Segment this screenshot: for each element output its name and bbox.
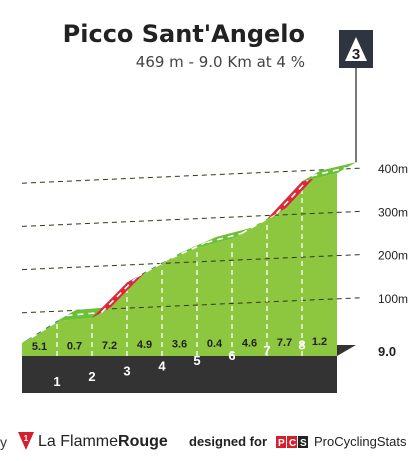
gradient-label: 7.2 [102, 340, 117, 352]
gradient-label: 3.6 [172, 339, 187, 351]
flamme-rouge-logo-icon: 1 [18, 432, 34, 450]
segment-centerline [136, 257, 172, 278]
segment-band-km-9 [302, 162, 356, 182]
km-label: 7 [263, 343, 270, 358]
end-distance-label: 9.0 [378, 344, 396, 359]
climb-stats: 469 m - 9.0 Km at 4 % [135, 53, 305, 71]
gradient-label: 1.2 [312, 336, 327, 348]
procyclingstats-brand: ProCyclingStats [314, 434, 407, 449]
flamme-rouge-brand: La FlammeRouge [38, 433, 168, 451]
gridline-300 [21, 210, 361, 227]
gradient-label: 0.7 [67, 340, 82, 352]
gradient-label: 4.6 [242, 337, 257, 349]
y-tick-label: 100m [378, 292, 408, 306]
gridline-200 [21, 254, 361, 271]
base-strip [22, 345, 356, 393]
svg-text:PCS: PCS [278, 438, 307, 448]
gradient-label: 5.1 [32, 341, 47, 353]
category-badge: 3 [339, 30, 373, 163]
km-label: 2 [88, 369, 95, 384]
segment-centerline [66, 311, 102, 317]
chart-labels: 100m 200m 300m 400m 5.1 0.7 7.2 4.9 3.6 0.4 4.6 7.7… [32, 162, 408, 389]
segment-band-km-6 [197, 227, 251, 248]
km-label: 3 [123, 364, 130, 379]
km-label: 6 [228, 348, 235, 363]
profile-top-band [22, 162, 356, 344]
gradient-label: 4.9 [137, 339, 152, 351]
svg-text:1: 1 [24, 434, 29, 443]
category-badge-label: 3 [352, 46, 360, 63]
y-tick-label: 200m [378, 249, 408, 263]
page-title: Picco Sant'Angelo [62, 20, 305, 48]
km-label: 5 [193, 353, 200, 368]
segment-centerline [311, 166, 347, 177]
y-tick-label: 400m [378, 162, 408, 176]
mountain-icon [345, 37, 367, 61]
segment-band-km-2 [57, 306, 111, 322]
km-dividers [56, 183, 303, 356]
profile-base [22, 345, 356, 393]
km-label: 8 [298, 338, 305, 353]
climb-profile-chart: 100m 200m 300m 400m 5.1 0.7 7.2 4.9 3.6 0.4 4.6 7.7… [21, 30, 408, 393]
gridline-400 [21, 167, 361, 184]
gradient-label: 7.7 [277, 337, 292, 349]
km-label: 4 [158, 358, 166, 373]
y-tick-label: 300m [378, 205, 408, 219]
flamme-brand-part-a: La Flamme [38, 433, 119, 450]
segment-centerline [275, 175, 313, 215]
footer-by-text: y [0, 434, 7, 450]
gradient-label: 0.4 [207, 338, 223, 350]
designed-for-text: designed for [189, 434, 268, 449]
flamme-brand-part-b: Rouge [118, 433, 168, 450]
km-label: 1 [53, 374, 60, 389]
segment-centerline [100, 276, 138, 314]
